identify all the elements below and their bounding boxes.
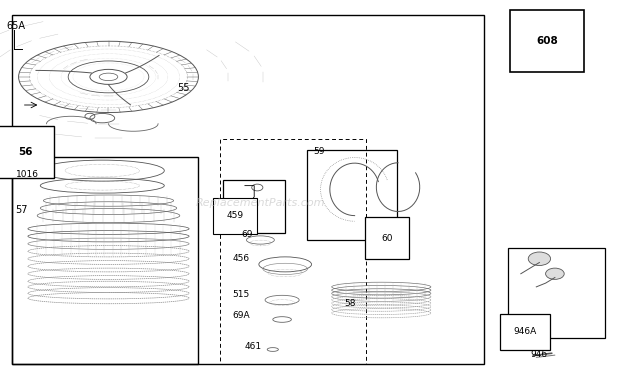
Text: 56: 56 bbox=[19, 147, 33, 157]
Text: 65A: 65A bbox=[6, 21, 25, 31]
Circle shape bbox=[546, 268, 564, 279]
Bar bbox=[220, 139, 366, 364]
Text: 59: 59 bbox=[313, 147, 325, 156]
Bar bbox=[307, 150, 397, 240]
Bar bbox=[508, 248, 604, 338]
Text: 461: 461 bbox=[245, 342, 262, 351]
Text: 608: 608 bbox=[536, 36, 558, 46]
Text: 456: 456 bbox=[232, 254, 250, 263]
Text: 60: 60 bbox=[381, 234, 393, 243]
Text: 58: 58 bbox=[344, 299, 356, 308]
Bar bbox=[223, 180, 285, 232]
Text: 69A: 69A bbox=[232, 310, 250, 320]
Text: 515: 515 bbox=[232, 290, 250, 299]
Bar bbox=[12, 158, 198, 364]
Text: 946A: 946A bbox=[513, 327, 537, 336]
Text: 459: 459 bbox=[226, 211, 244, 220]
Text: 1016: 1016 bbox=[16, 170, 38, 179]
Text: ReplacementParts.com: ReplacementParts.com bbox=[196, 198, 325, 207]
Text: 69: 69 bbox=[242, 230, 254, 239]
Bar bbox=[12, 15, 484, 364]
Circle shape bbox=[528, 252, 551, 266]
Text: 55: 55 bbox=[177, 83, 189, 93]
Text: 946: 946 bbox=[530, 350, 547, 359]
Text: 57: 57 bbox=[16, 205, 28, 215]
